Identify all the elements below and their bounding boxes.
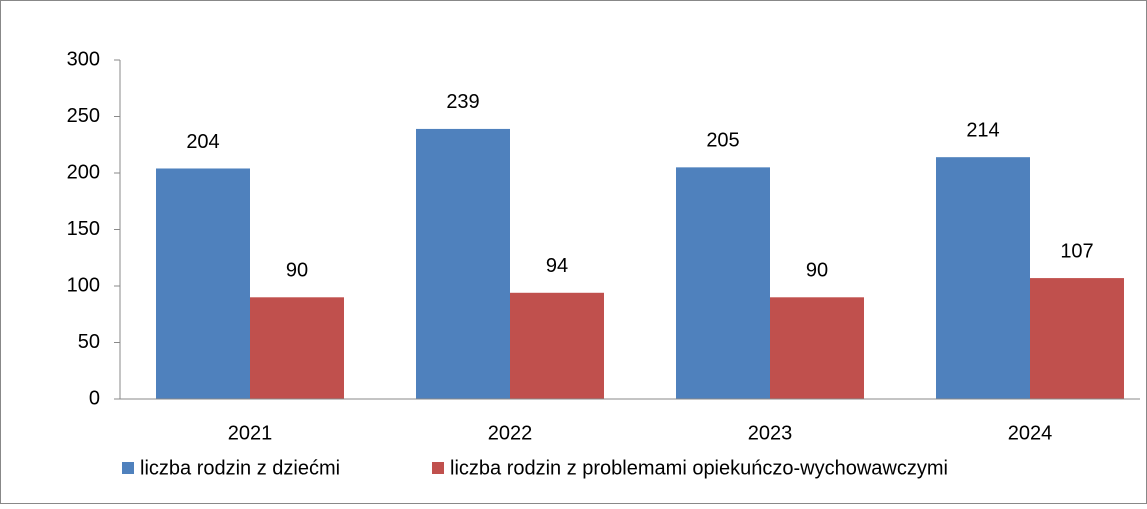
y-tick-label: 200 [67,161,100,183]
x-tick-label: 2021 [228,422,273,444]
x-tick-label: 2024 [1008,422,1053,444]
bar [250,297,344,399]
legend-label: liczba rodzin z dziećmi [140,457,340,479]
bar [416,128,510,399]
data-label: 94 [546,255,568,277]
data-label: 107 [1060,240,1093,262]
bar [676,167,770,399]
data-label: 205 [706,130,739,152]
y-tick-label: 100 [67,274,100,296]
bar [770,297,864,399]
y-tick-label: 150 [67,218,100,240]
data-label: 214 [966,119,999,141]
data-label: 90 [806,260,828,282]
x-tick-label: 2022 [488,422,533,444]
bar [156,168,250,399]
data-label: 239 [446,91,479,113]
legend-swatch [432,462,444,474]
data-label: 204 [186,131,219,153]
y-tick-label: 300 [67,48,100,70]
x-tick-label: 2023 [748,422,793,444]
data-label: 90 [286,260,308,282]
legend-swatch [122,462,134,474]
y-tick-label: 0 [89,387,100,409]
legend-label: liczba rodzin z problemami opiekuńczo-wy… [450,457,948,479]
bar [510,292,604,399]
bar [1030,278,1124,399]
y-tick-label: 50 [78,331,100,353]
y-tick-label: 250 [67,105,100,127]
bar [936,157,1030,399]
